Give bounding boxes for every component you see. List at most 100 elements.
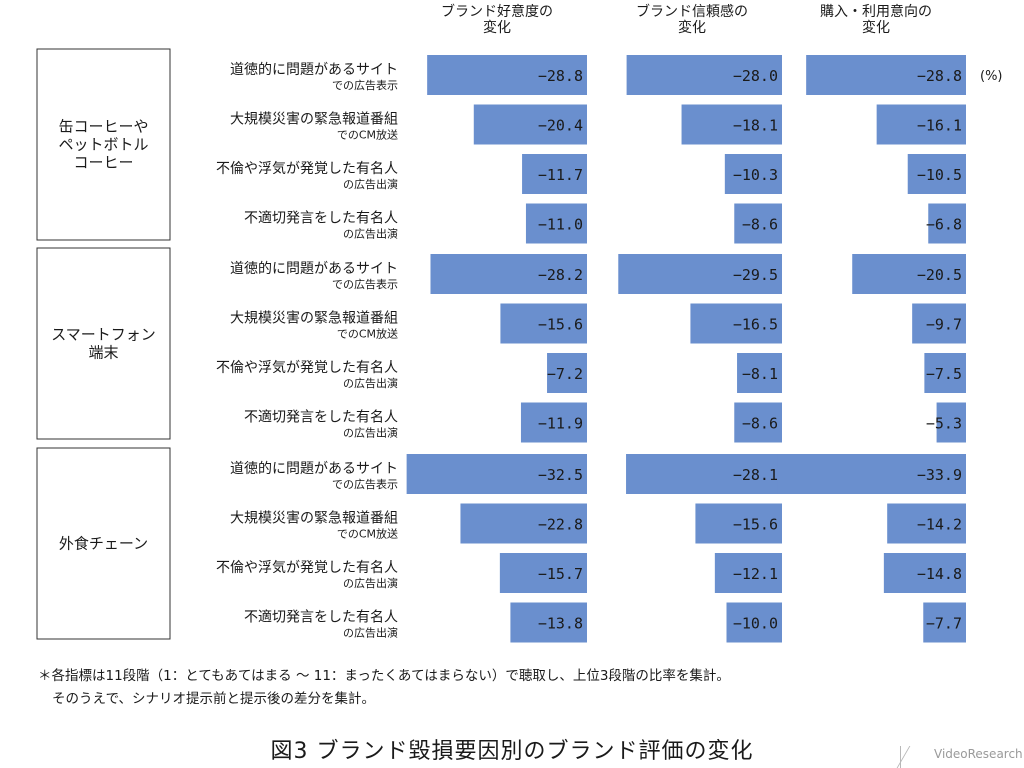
- bar: [734, 203, 782, 244]
- data-label: −14.8: [917, 565, 962, 583]
- data-label: −7.2: [547, 365, 583, 383]
- bar: [714, 553, 782, 593]
- row-label-sub: の広告出演: [343, 227, 398, 241]
- bar: [737, 353, 782, 393]
- data-label: −20.5: [917, 266, 962, 284]
- data-label: −14.2: [917, 516, 962, 534]
- data-label: −28.8: [538, 67, 583, 85]
- row-label-main: 大規模災害の緊急報道番組: [230, 112, 398, 128]
- group-label-1-line-2: ペットボトル: [58, 136, 148, 154]
- bar: [806, 55, 966, 95]
- bar: [876, 104, 966, 145]
- row-label-main: 不適切発言をした有名人: [244, 609, 398, 626]
- group-label-3-line-1: 外食チェーン: [59, 535, 148, 553]
- row-label-sub: での広告表示: [332, 477, 398, 491]
- column-header-3-line-1: 購入・利用意向の: [820, 3, 932, 20]
- column-header-2-line-1: ブランド信頼感の: [636, 3, 748, 20]
- bar: [473, 104, 587, 145]
- logo-text: VideoResearch: [934, 747, 1023, 761]
- bar: [923, 602, 966, 643]
- bar: [695, 503, 782, 544]
- data-label: −28.8: [917, 67, 962, 85]
- data-label: −11.7: [538, 166, 583, 184]
- footnote-line-2: そのうえで、シナリオ提示前と提示後の差分を集計。: [52, 691, 376, 707]
- group-label-1-line-1: 缶コーヒーや: [58, 118, 148, 136]
- group-label-1-line-3: コーヒー: [73, 154, 133, 172]
- bar: [734, 402, 782, 443]
- data-label: −32.5: [538, 466, 583, 484]
- row-label-sub: の広告出演: [343, 426, 398, 440]
- unit-label: (%): [980, 69, 1003, 84]
- row-label-sub: での広告表示: [332, 277, 398, 291]
- group-box-3: [36, 447, 171, 640]
- row-label-main: 不倫や浮気が発覚した有名人: [216, 360, 398, 376]
- bar: [726, 602, 782, 643]
- row-label-main: 不適切発言をした有名人: [244, 210, 398, 227]
- data-label: −8.6: [742, 415, 778, 433]
- video-research-logo: VideoResearch: [900, 742, 1024, 768]
- bar: [883, 553, 966, 593]
- data-label: −16.5: [733, 316, 778, 334]
- column-header-1-line-2: 変化: [483, 19, 511, 36]
- row-label-main: 道徳的に問題があるサイト: [230, 261, 398, 277]
- row-label-main: 大規模災害の緊急報道番組: [230, 311, 398, 327]
- bar: [777, 454, 966, 494]
- row-label-sub: の広告出演: [343, 576, 398, 590]
- row-label-main: 不適切発言をした有名人: [244, 409, 398, 426]
- bar: [522, 154, 587, 194]
- column-header-2-line-2: 変化: [678, 19, 706, 36]
- data-label: −28.1: [733, 466, 778, 484]
- bar: [520, 402, 587, 443]
- data-label: −16.1: [917, 117, 962, 135]
- data-label: −29.5: [733, 266, 778, 284]
- bar: [907, 154, 966, 194]
- bar: [681, 104, 782, 145]
- row-label-main: 不倫や浮気が発覚した有名人: [216, 161, 398, 177]
- row-label-sub: での広告表示: [332, 78, 398, 92]
- row-label-main: 道徳的に問題があるサイト: [230, 62, 398, 78]
- data-label: −33.9: [917, 466, 962, 484]
- data-label: −7.7: [926, 615, 962, 633]
- data-label: −11.0: [538, 216, 583, 234]
- bar: [936, 402, 966, 443]
- row-label-main: 不倫や浮気が発覚した有名人: [216, 560, 398, 576]
- data-label: −13.8: [538, 615, 583, 633]
- data-label: −10.3: [733, 166, 778, 184]
- data-label: −10.5: [917, 166, 962, 184]
- data-label: −18.1: [733, 117, 778, 135]
- bar: [510, 602, 587, 643]
- row-label-sub: でのCM放送: [337, 327, 398, 341]
- data-label: −6.8: [926, 216, 962, 234]
- data-label: −8.6: [742, 216, 778, 234]
- column-header-1-line-1: ブランド好意度の: [441, 3, 553, 20]
- group-box-1: [36, 48, 171, 241]
- data-label: −7.5: [926, 365, 962, 383]
- bar: [626, 55, 782, 95]
- bar: [912, 303, 966, 344]
- bar: [430, 254, 587, 294]
- group-box-2: [36, 247, 171, 440]
- logo-mark-icon: [900, 746, 931, 768]
- group-label-2-line-2: 端末: [88, 344, 118, 362]
- bar: [525, 203, 587, 244]
- data-label: −12.1: [733, 565, 778, 583]
- data-label: −10.0: [733, 615, 778, 633]
- data-label: −28.0: [733, 67, 778, 85]
- bar: [724, 154, 782, 194]
- data-label: −8.1: [742, 365, 778, 383]
- row-label-sub: の広告出演: [343, 626, 398, 640]
- data-label: −5.3: [926, 415, 962, 433]
- group-label-2-line-1: スマートフォン: [51, 326, 156, 344]
- column-header-3-line-2: 変化: [862, 19, 890, 36]
- data-label: −28.2: [538, 266, 583, 284]
- data-label: −11.9: [538, 415, 583, 433]
- bar: [618, 254, 782, 294]
- row-label-main: 道徳的に問題があるサイト: [230, 461, 398, 477]
- bar: [690, 303, 782, 344]
- bar: [626, 454, 782, 494]
- row-label-sub: でのCM放送: [337, 527, 398, 541]
- bar: [924, 353, 966, 393]
- data-label: −9.7: [926, 316, 962, 334]
- row-label-sub: でのCM放送: [337, 128, 398, 142]
- bar: [499, 553, 587, 593]
